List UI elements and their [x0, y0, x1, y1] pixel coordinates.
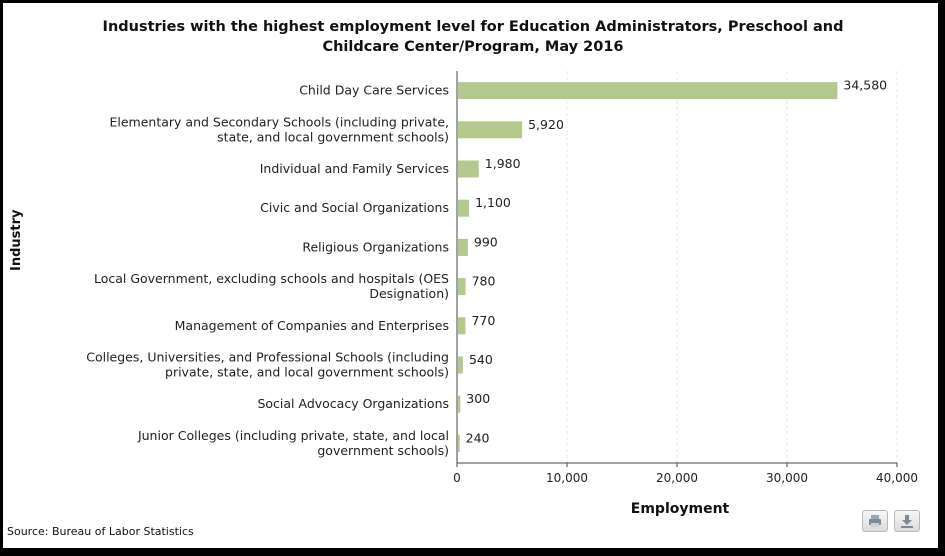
bar-value-label: 780 [472, 274, 496, 289]
download-button[interactable] [894, 510, 920, 532]
category-label: Religious Organizations [302, 239, 449, 254]
bar-value-label: 300 [466, 391, 490, 406]
category-label: Local Government, excluding schools and … [94, 271, 449, 286]
chart-title: Industries with the highest employment l… [102, 19, 844, 55]
bar [458, 121, 523, 139]
category-label: Child Day Care Services [299, 83, 449, 98]
category-label: Management of Companies and Enterprises [175, 318, 449, 333]
x-tick-label: 30,000 [766, 471, 808, 485]
bar [458, 82, 838, 100]
category-label: Designation) [369, 286, 449, 301]
category-label: Colleges, Universities, and Professional… [86, 350, 449, 365]
category-label: Civic and Social Organizations [260, 200, 449, 215]
bar [458, 238, 468, 256]
bar-value-label: 34,580 [843, 78, 887, 93]
x-tick-label: 0 [453, 471, 461, 485]
bar-value-label: 770 [471, 313, 495, 328]
bar [458, 434, 460, 452]
category-label: government schools) [317, 443, 449, 458]
category-label: private, state, and local government sch… [165, 365, 449, 380]
bar [458, 199, 470, 217]
chart-frame: Industries with the highest employment l… [3, 3, 938, 548]
bar [458, 278, 466, 296]
bar-value-label: 1,100 [475, 195, 511, 210]
bar-value-label: 990 [474, 234, 498, 249]
bar-value-label: 540 [469, 352, 493, 367]
bar-chart: 0 10,000 20,000 30,000 40,000 34,580 Child Day… [86, 71, 918, 485]
category-label: Individual and Family Services [260, 161, 449, 176]
x-tick-label: 10,000 [546, 471, 588, 485]
bar [458, 160, 479, 178]
category-label: Elementary and Secondary Schools (includ… [109, 114, 449, 129]
print-button[interactable] [862, 510, 888, 532]
bar [458, 356, 463, 374]
x-tick-label: 40,000 [876, 471, 918, 485]
source-note: Source: Bureau of Labor Statistics [7, 525, 194, 538]
category-label: state, and local government schools) [217, 129, 449, 144]
bar [458, 317, 466, 335]
category-label: Junior Colleges (including private, stat… [137, 428, 449, 443]
bar-value-label: 240 [466, 430, 490, 445]
bar-value-label: 5,920 [528, 117, 564, 132]
bar [458, 395, 461, 413]
category-label: Social Advocacy Organizations [257, 396, 449, 411]
bar-value-label: 1,980 [485, 156, 521, 171]
x-tick-label: 20,000 [656, 471, 698, 485]
x-axis-label: Employment [630, 501, 730, 517]
